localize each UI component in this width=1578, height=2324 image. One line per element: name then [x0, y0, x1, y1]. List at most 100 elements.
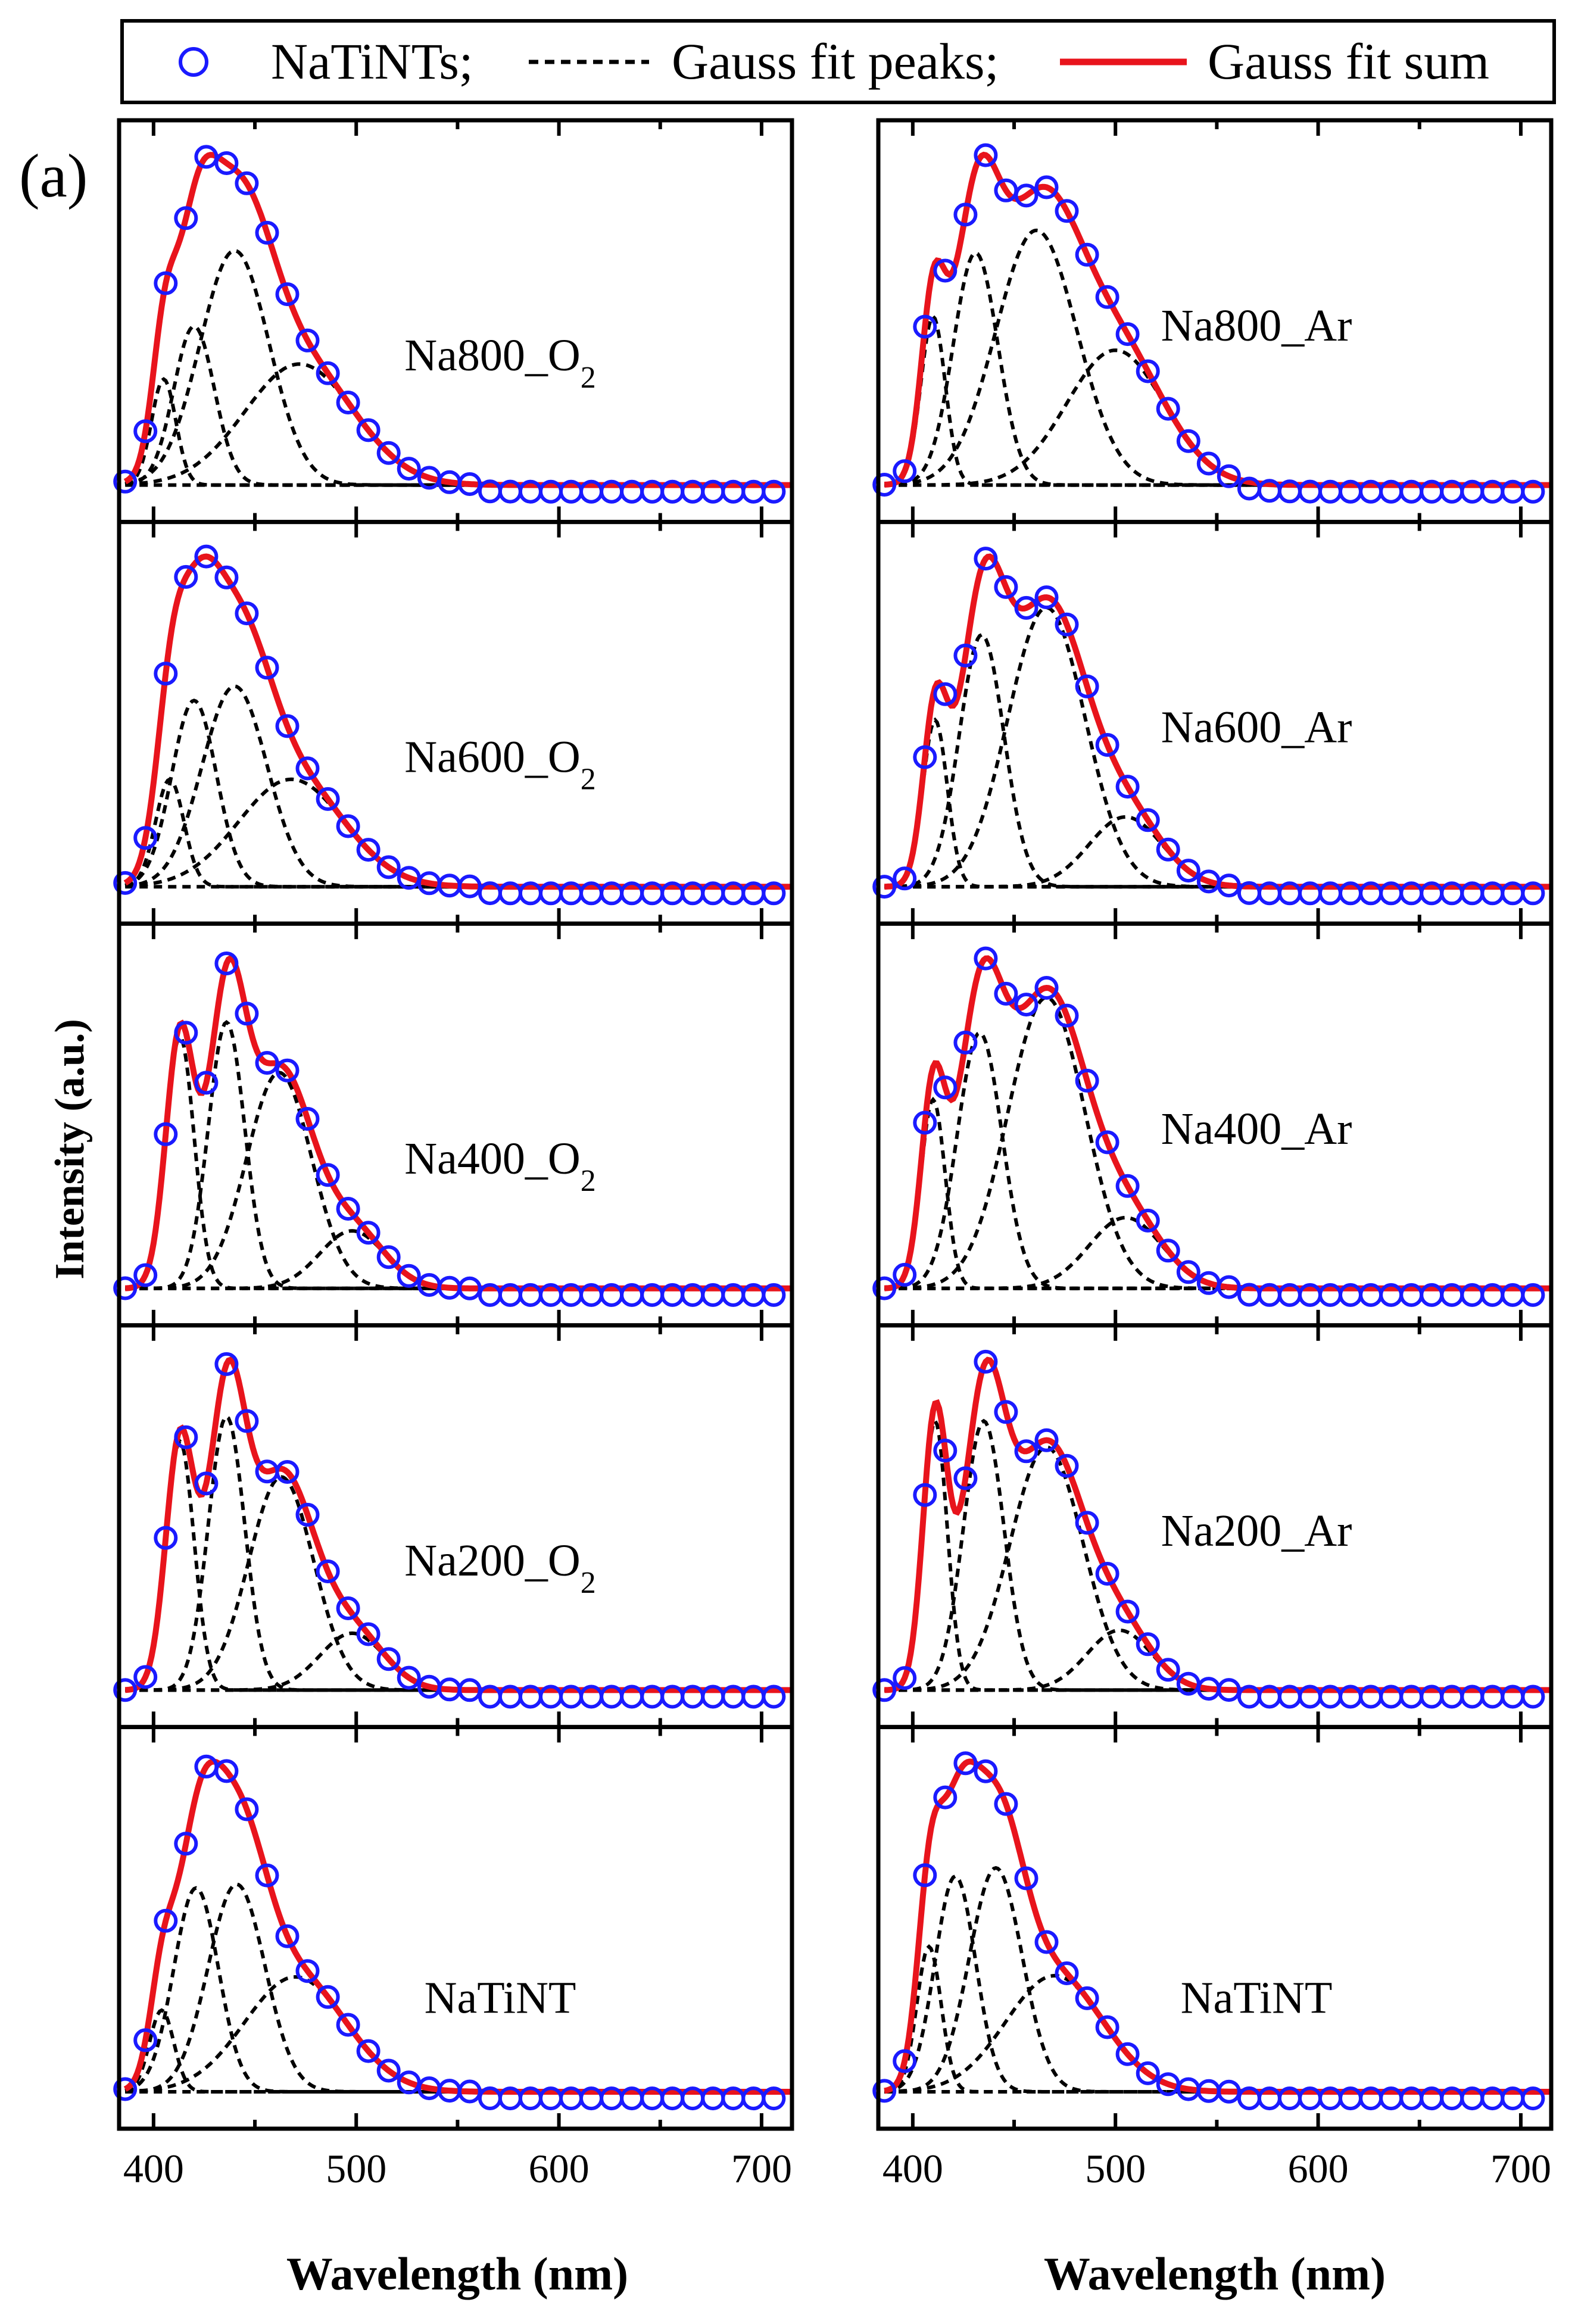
- x-tick-label: 500: [1085, 2146, 1146, 2191]
- data-point-marker: [194, 1071, 219, 1095]
- data-point-marker: [356, 1622, 381, 1646]
- panel-o2-2: Na600_O2: [113, 520, 794, 926]
- data-point-marker: [113, 1276, 138, 1300]
- data-point-marker: [457, 874, 482, 899]
- data-point-marker: [974, 143, 998, 167]
- sample-label: Na400_O2: [404, 1134, 596, 1198]
- data-point-marker: [356, 418, 381, 442]
- data-point-marker: [133, 1665, 158, 1689]
- data-point-marker: [762, 881, 786, 906]
- gauss-peak-4: [125, 1631, 559, 1692]
- gauss-peak-4: [884, 1215, 1318, 1290]
- gauss-peak-2: [124, 698, 559, 889]
- gauss-peak-3: [124, 684, 559, 889]
- legend-symbol-label: NaTiNTs;: [271, 33, 473, 90]
- panel-ar-5: NaTiNT 400 500 600 700: [872, 1724, 1554, 2191]
- data-point-marker: [893, 1262, 917, 1287]
- data-point-marker: [913, 1483, 937, 1507]
- data-point-marker: [994, 1400, 1018, 1424]
- data-point-marker: [295, 1959, 320, 1983]
- data-point-marker: [457, 472, 482, 496]
- data-point-marker: [893, 459, 917, 483]
- data-point-marker: [336, 1197, 360, 1221]
- data-point-marker: [933, 1439, 958, 1463]
- data-point-marker: [255, 1863, 279, 1888]
- data-point-marker: [1014, 993, 1039, 1017]
- data-point-marker: [174, 1832, 198, 1856]
- sample-label: Na800_O2: [404, 330, 596, 395]
- data-point-marker: [893, 866, 917, 891]
- data-point-marker: [1095, 285, 1119, 309]
- data-point-marker: [1034, 1428, 1059, 1452]
- data-point-marker: [1136, 2061, 1160, 2085]
- gauss-fit-sum-line: [123, 1758, 792, 2095]
- data-point-marker: [1014, 1866, 1039, 1891]
- panel-label: (a): [19, 142, 88, 210]
- data-point-marker: [933, 1075, 958, 1100]
- data-point-marker: [1217, 1275, 1241, 1299]
- data-point-marker: [1156, 1658, 1180, 1682]
- data-point-marker: [154, 1526, 178, 1550]
- data-point-marker: [1115, 1174, 1140, 1198]
- legend: NaTiNTs; Gauss fit peaks; Gauss fit sum: [120, 19, 1556, 104]
- data-point-marker: [214, 565, 239, 589]
- gauss-peak-4: [884, 815, 1318, 889]
- legend-sum-label: Gauss fit sum: [1208, 33, 1489, 90]
- panel-frame: [117, 118, 794, 525]
- panel-frame: [876, 1724, 1554, 2131]
- data-point-marker: [154, 662, 178, 686]
- panel-o2-3: Na400_O2: [113, 921, 794, 1328]
- data-point-marker: [1136, 1208, 1160, 1233]
- data-point-marker: [113, 469, 138, 494]
- data-point-marker: [1217, 874, 1241, 898]
- data-point-marker: [214, 151, 239, 175]
- data-point-marker: [275, 1924, 300, 1948]
- data-point-marker: [1217, 1678, 1241, 1702]
- data-point-marker: [295, 1502, 320, 1527]
- data-point-marker: [1014, 1439, 1039, 1464]
- data-point-marker: [913, 1863, 937, 1888]
- data-point-marker: [174, 1425, 198, 1449]
- data-point-marker: [893, 1666, 917, 1690]
- data-point-marker: [255, 1051, 279, 1075]
- data-point-marker: [1075, 1068, 1099, 1093]
- data-point-marker: [1075, 1511, 1099, 1535]
- gauss-peak-4: [125, 1229, 559, 1290]
- plots-area: Na800_O2 Na600_O2 Na400_O2 Na200_O2 NaTiNT 40…: [113, 118, 1554, 2191]
- data-point-marker: [316, 787, 340, 811]
- x-tick-label: 400: [882, 2146, 943, 2191]
- data-point-marker: [397, 1665, 421, 1690]
- data-point-marker: [275, 1460, 300, 1484]
- sample-label: Na200_O2: [404, 1536, 596, 1600]
- data-point-marker: [1156, 837, 1180, 862]
- data-point-marker: [1075, 242, 1099, 267]
- panel-ar-3: Na400_Ar: [872, 921, 1554, 1328]
- gauss-peak-1: [124, 777, 559, 889]
- data-point-marker: [933, 682, 958, 706]
- y-axis-label: Intensity (a.u.): [47, 1019, 93, 1280]
- data-point-marker: [1095, 733, 1119, 757]
- data-point-marker: [933, 258, 958, 283]
- data-point-marker: [457, 1678, 482, 1702]
- data-point-marker: [376, 441, 401, 465]
- data-point-marker: [376, 1647, 401, 1671]
- x-tick-label: 400: [123, 2146, 184, 2191]
- data-point-marker: [1095, 2015, 1119, 2039]
- panel-o2-4: Na200_O2: [113, 1323, 794, 1729]
- sample-label: Na200_Ar: [1161, 1506, 1352, 1556]
- data-point-marker: [1196, 451, 1221, 476]
- x-tick-label: 600: [529, 2146, 590, 2191]
- data-point-marker: [994, 1792, 1018, 1816]
- data-point-marker: [397, 1264, 421, 1288]
- data-point-marker: [872, 1678, 897, 1702]
- data-point-marker: [974, 547, 998, 571]
- data-point-marker: [174, 564, 198, 589]
- data-point-marker: [376, 855, 401, 879]
- data-point-marker: [235, 1797, 259, 1821]
- data-point-marker: [133, 826, 158, 850]
- data-point-marker: [1034, 585, 1059, 610]
- data-point-marker: [1136, 808, 1160, 832]
- gauss-peak-2: [884, 1418, 1318, 1692]
- sample-label: Na800_Ar: [1161, 301, 1352, 351]
